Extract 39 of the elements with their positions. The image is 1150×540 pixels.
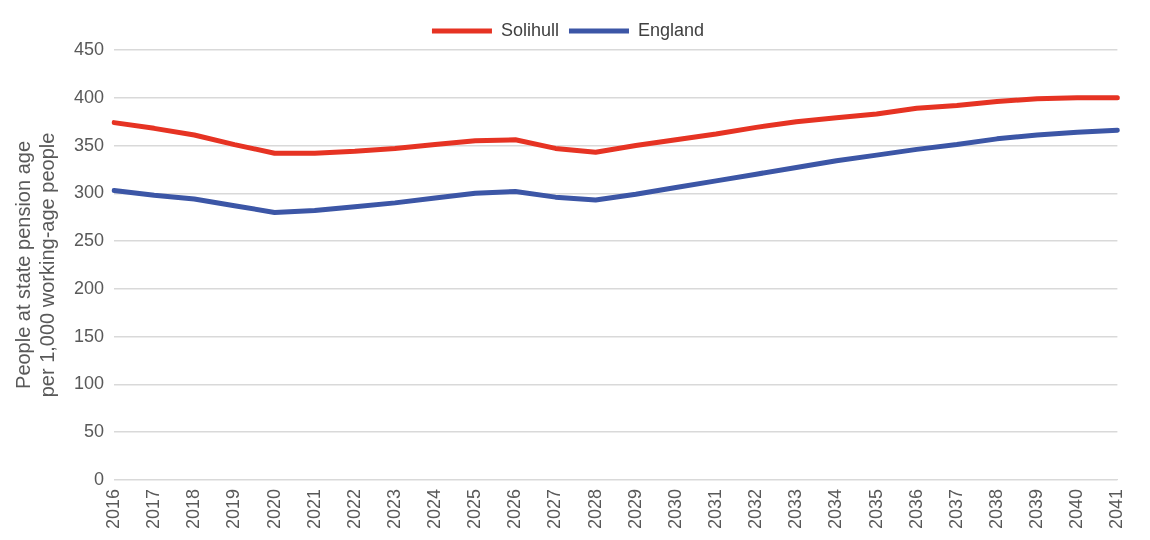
x-tick-label: 2031 [705, 488, 726, 529]
y-tick-label: 0 [94, 468, 105, 489]
x-tick-label: 2027 [544, 488, 565, 529]
y-tick-label: 400 [73, 86, 105, 107]
y-tick-label: 350 [73, 134, 105, 155]
x-tick-label: 2030 [664, 488, 685, 529]
x-tick-label: 2019 [223, 488, 244, 529]
x-tick-label: 2028 [584, 488, 605, 529]
x-tick-label: 2025 [464, 488, 485, 529]
x-tick-label: 2036 [905, 488, 926, 529]
y-tick-label: 100 [73, 373, 105, 394]
x-tick-label: 2024 [424, 488, 445, 529]
x-tick-label: 2017 [143, 488, 164, 529]
x-tick-label: 2039 [1026, 488, 1047, 529]
y-tick-label: 250 [73, 230, 105, 251]
y-tick-label: 450 [73, 38, 105, 59]
y-tick-label: 200 [73, 277, 105, 298]
x-tick-label: 2022 [343, 488, 364, 529]
x-tick-label: 2035 [865, 488, 886, 529]
y-tick-label: 150 [73, 325, 105, 346]
x-tick-label: 2026 [504, 488, 525, 529]
y-tick-label: 300 [73, 182, 105, 203]
x-tick-label: 2021 [303, 488, 324, 529]
legend-label: Solihull [500, 19, 559, 40]
x-tick-label: 2041 [1106, 488, 1127, 529]
x-tick-label: 2038 [985, 488, 1006, 529]
x-tick-label: 2029 [624, 488, 645, 529]
x-tick-label: 2032 [745, 488, 766, 529]
x-tick-label: 2037 [945, 488, 966, 529]
x-tick-label: 2033 [785, 488, 806, 529]
x-tick-label: 2034 [825, 488, 846, 529]
x-tick-label: 2020 [263, 488, 284, 529]
legend-label: England [637, 19, 705, 40]
x-tick-label: 2016 [103, 488, 123, 529]
y-tick-label: 50 [84, 421, 105, 442]
x-tick-label: 2018 [183, 488, 204, 529]
x-tick-label: 2023 [383, 488, 404, 529]
y-axis-title: People at state pension age per 1,000 working-age people [11, 132, 58, 398]
x-tick-label: 2040 [1066, 488, 1087, 529]
